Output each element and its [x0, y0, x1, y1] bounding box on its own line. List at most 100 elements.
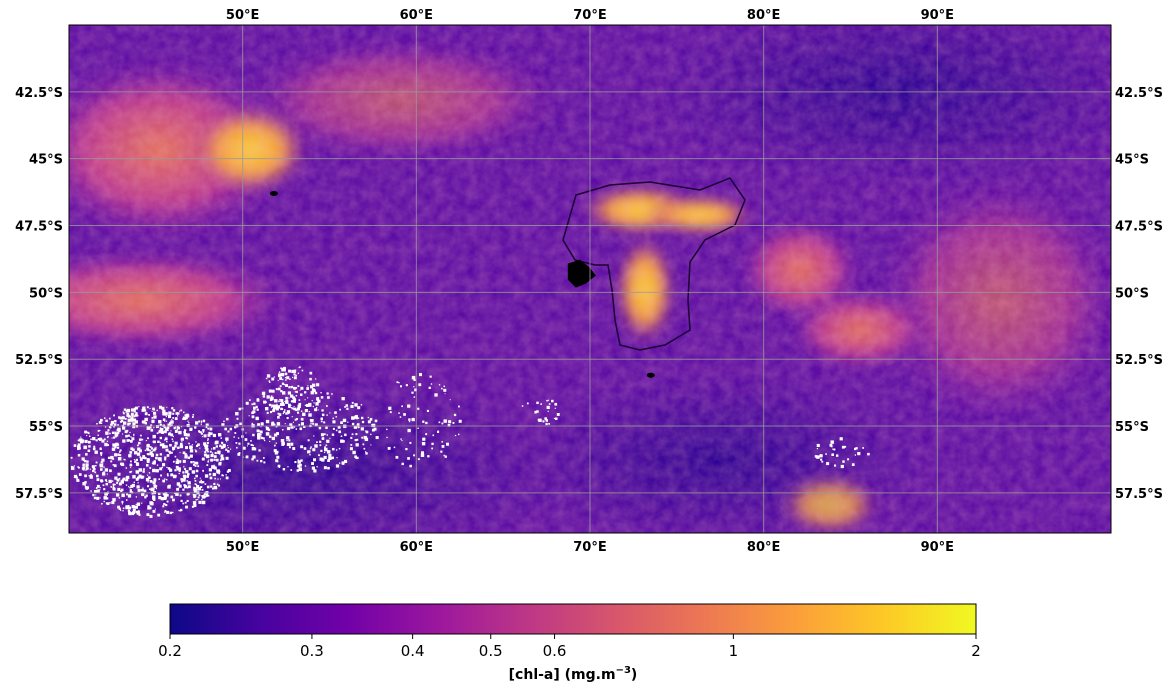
- no-data-pixel: [407, 428, 411, 433]
- no-data-pixel: [297, 411, 300, 414]
- no-data-pixel: [121, 416, 125, 420]
- no-data-pixel: [832, 448, 834, 450]
- no-data-pixel: [138, 468, 142, 472]
- no-data-pixel: [285, 379, 287, 381]
- no-data-pixel: [281, 378, 284, 381]
- lat-label-right: 42.5°S: [1115, 86, 1163, 101]
- no-data-pixel: [122, 433, 124, 435]
- no-data-pixel: [345, 404, 348, 407]
- no-data-pixel: [204, 483, 207, 485]
- no-data-pixel: [204, 444, 207, 447]
- no-data-pixel: [159, 443, 163, 447]
- no-data-pixel: [370, 433, 372, 436]
- no-data-pixel: [130, 484, 134, 488]
- no-data-pixel: [174, 455, 177, 458]
- no-data-pixel: [546, 405, 550, 409]
- no-data-pixel: [363, 435, 367, 440]
- no-data-pixel: [218, 472, 220, 475]
- no-data-pixel: [277, 464, 281, 468]
- no-data-pixel: [146, 444, 150, 448]
- no-data-pixel: [112, 487, 116, 491]
- no-data-pixel: [326, 439, 330, 443]
- no-data-pixel: [70, 465, 73, 468]
- no-data-pixel: [148, 414, 150, 416]
- no-data-pixel: [106, 440, 108, 442]
- no-data-pixel: [180, 442, 183, 446]
- no-data-pixel: [122, 412, 125, 415]
- no-data-pixel: [259, 433, 262, 436]
- no-data-pixel: [164, 510, 167, 512]
- no-data-pixel: [312, 448, 316, 452]
- no-data-pixel: [215, 441, 217, 443]
- no-data-pixel: [255, 405, 258, 409]
- no-data-pixel: [545, 422, 548, 426]
- no-data-pixel: [179, 410, 181, 412]
- no-data-pixel: [857, 452, 861, 456]
- no-data-pixel: [89, 435, 91, 437]
- no-data-pixel: [314, 408, 317, 412]
- no-data-pixel: [194, 491, 196, 493]
- no-data-pixel: [195, 474, 198, 478]
- no-data-pixel: [168, 450, 171, 453]
- no-data-pixel: [326, 414, 328, 416]
- no-data-pixel: [176, 468, 179, 471]
- no-data-pixel: [220, 437, 222, 439]
- no-data-pixel: [147, 443, 149, 446]
- no-data-pixel: [167, 423, 171, 427]
- no-data-pixel: [114, 433, 118, 436]
- no-data-pixel: [171, 419, 173, 420]
- no-data-pixel: [290, 394, 294, 398]
- no-data-pixel: [136, 452, 141, 456]
- no-data-pixel: [112, 498, 116, 502]
- no-data-pixel: [268, 389, 272, 393]
- no-data-pixel: [369, 418, 373, 421]
- no-data-pixel: [327, 396, 330, 399]
- no-data-pixel: [265, 401, 267, 403]
- no-data-pixel: [182, 478, 186, 482]
- no-data-pixel: [169, 421, 172, 425]
- no-data-pixel: [196, 485, 200, 489]
- no-data-pixel: [545, 419, 548, 422]
- no-data-pixel: [194, 483, 197, 486]
- no-data-pixel: [318, 426, 322, 430]
- no-data-pixel: [144, 417, 148, 422]
- no-data-pixel: [361, 420, 365, 424]
- no-data-pixel: [297, 385, 300, 387]
- no-data-pixel: [118, 482, 122, 486]
- no-data-pixel: [147, 481, 149, 483]
- no-data-pixel: [197, 499, 199, 501]
- no-data-pixel: [162, 479, 165, 483]
- no-data-pixel: [202, 429, 205, 432]
- no-data-pixel: [164, 412, 168, 416]
- no-data-pixel: [131, 408, 135, 412]
- no-data-pixel: [163, 495, 167, 499]
- no-data-pixel: [274, 433, 278, 437]
- no-data-pixel: [289, 423, 293, 427]
- no-data-pixel: [189, 427, 193, 431]
- no-data-pixel: [364, 437, 369, 441]
- no-data-pixel: [100, 418, 103, 422]
- no-data-pixel: [106, 473, 108, 475]
- no-data-pixel: [355, 443, 359, 447]
- no-data-pixel: [389, 411, 392, 414]
- no-data-pixel: [278, 371, 281, 373]
- no-data-pixel: [313, 402, 315, 404]
- no-data-pixel: [263, 439, 266, 442]
- no-data-pixel: [200, 421, 203, 423]
- no-data-pixel: [323, 466, 327, 470]
- no-data-pixel: [438, 421, 441, 424]
- no-data-pixel: [120, 420, 123, 423]
- no-data-pixel: [294, 388, 296, 390]
- no-data-pixel: [153, 448, 156, 452]
- no-data-pixel: [201, 488, 204, 491]
- no-data-pixel: [217, 450, 221, 454]
- colorbar: 0.2 0.3 0.4 0.5 0.6 1 2 [chl-a] (mg.m−3): [158, 603, 981, 683]
- no-data-pixel: [130, 412, 134, 416]
- no-data-pixel: [213, 482, 216, 485]
- no-data-pixel: [311, 462, 314, 465]
- no-data-pixel: [291, 416, 293, 418]
- no-data-pixel: [106, 436, 109, 439]
- no-data-pixel: [277, 416, 280, 419]
- no-data-pixel: [398, 382, 400, 384]
- no-data-pixel: [300, 445, 304, 449]
